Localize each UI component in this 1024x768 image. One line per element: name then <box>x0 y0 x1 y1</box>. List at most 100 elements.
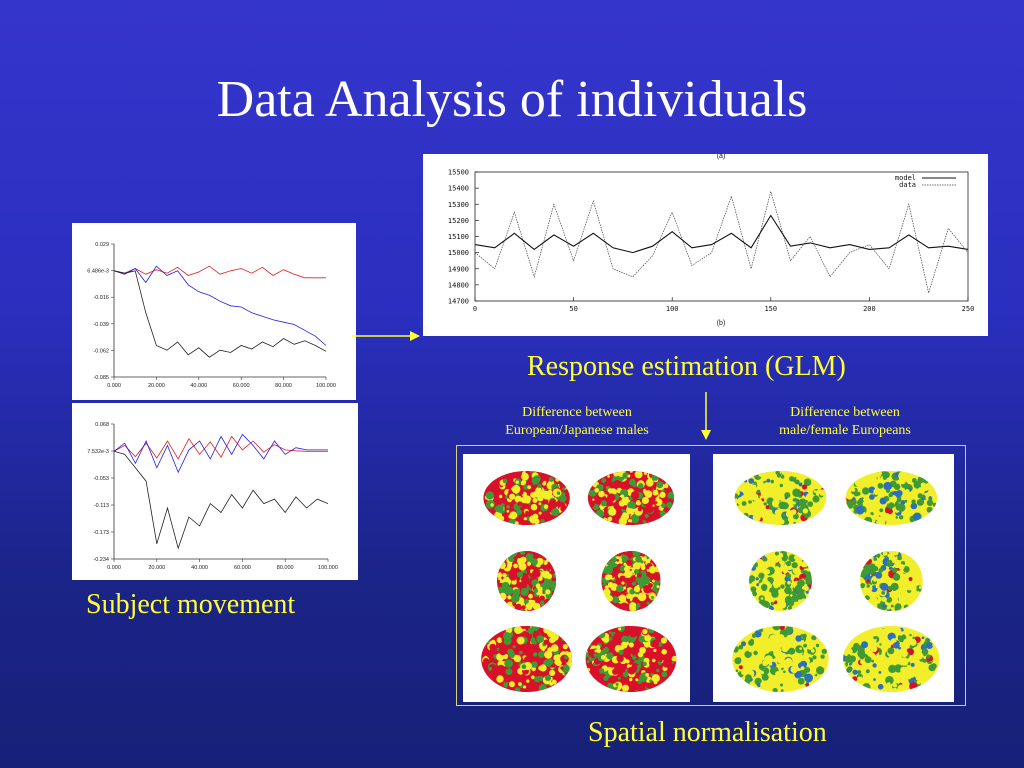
brain-blob <box>517 517 524 524</box>
brain-blob <box>498 494 503 499</box>
y-tick-label: 15100 <box>448 233 469 241</box>
brain-blob <box>536 635 544 643</box>
brain-blob <box>600 655 606 660</box>
brain-blob <box>602 482 609 488</box>
brain-blob <box>761 673 769 681</box>
brain-blob <box>604 569 608 572</box>
brain-blob <box>530 558 538 566</box>
brain-blob <box>626 522 632 525</box>
brain-blob <box>760 597 764 600</box>
x-tick-label: 80.000 <box>275 383 292 389</box>
y-tick-label: 14900 <box>448 265 469 273</box>
brain-blob <box>878 492 883 497</box>
brain-blob <box>547 568 550 571</box>
brain-blob <box>928 496 932 499</box>
brain-blob <box>513 654 522 663</box>
brain-blob <box>801 484 808 490</box>
brain-blob <box>547 629 556 638</box>
brain-blob <box>921 636 925 640</box>
brain-blob <box>772 588 779 595</box>
x-tick-label: 0.000 <box>107 383 121 389</box>
brain-blob <box>651 473 659 481</box>
y-tick-label: 15300 <box>448 201 469 209</box>
brain-blob <box>787 580 791 585</box>
brain-blob <box>551 679 557 685</box>
diff-right-line-2: male/female Europeans <box>779 423 911 438</box>
brain-blob <box>765 505 770 510</box>
brain-blob <box>781 644 789 653</box>
brain-blob <box>818 501 824 506</box>
brain-blob <box>909 633 912 637</box>
brain-blob <box>546 658 554 666</box>
brain-blob <box>630 491 640 500</box>
brain-blob <box>866 584 870 588</box>
brain-blob <box>816 666 825 675</box>
brain-blob <box>772 579 781 588</box>
brain-blob <box>632 551 641 557</box>
brain-blob <box>514 626 523 635</box>
x-tick-label: 20.000 <box>148 565 165 571</box>
brain-blob <box>498 561 506 569</box>
brain-blob <box>503 681 510 688</box>
brain-blob <box>878 671 882 674</box>
brain-blob <box>544 674 552 681</box>
brain-blob <box>614 509 623 517</box>
brain-blob <box>917 654 923 660</box>
brain-blob <box>767 638 775 647</box>
brain-blob <box>901 492 908 499</box>
brain-blob <box>923 499 928 504</box>
brain-blob <box>912 586 917 591</box>
brain-blob <box>663 506 669 512</box>
brain-blob <box>496 637 503 644</box>
brain-blob <box>893 595 897 600</box>
brain-blob <box>536 557 544 566</box>
y-tick-label: 15000 <box>448 249 469 257</box>
brain-blob <box>521 480 527 485</box>
brain-blob <box>656 668 660 673</box>
brain-blob <box>592 498 595 501</box>
brain-blob <box>785 626 793 635</box>
series-line-0 <box>113 265 326 279</box>
brain-blob <box>620 641 628 649</box>
brain-blob <box>862 501 867 506</box>
brain-blob <box>654 498 663 506</box>
brain-blob <box>806 634 812 640</box>
brain-blob <box>521 522 527 525</box>
brain-blob <box>916 498 924 506</box>
brain-blob <box>864 516 873 525</box>
brain-blob <box>749 638 754 643</box>
y-tick-label: 15500 <box>448 169 469 177</box>
brain-blob <box>752 591 757 597</box>
brain-blob <box>883 481 892 491</box>
brain-blob <box>562 644 568 650</box>
brain-blob <box>596 648 601 654</box>
brain-blob <box>770 589 775 594</box>
brain-blob <box>793 555 798 560</box>
brain-blob <box>521 630 528 637</box>
brain-blob <box>611 596 620 604</box>
brain-blob <box>738 665 743 670</box>
brain-blob <box>797 677 805 685</box>
brain-blob <box>912 636 916 640</box>
brain-blob <box>508 651 516 659</box>
brain-blob <box>895 589 901 595</box>
brain-blob <box>533 588 539 594</box>
brain-blob <box>564 673 567 677</box>
brain-blob <box>916 679 922 685</box>
y-tick-label: 15200 <box>448 217 469 225</box>
brain-blob <box>775 654 779 657</box>
brain-blob <box>788 518 791 522</box>
brain-blob <box>910 502 918 510</box>
brain-blob <box>908 577 913 581</box>
brain-blob <box>602 579 607 584</box>
brain-blob <box>504 586 514 595</box>
brain-blob <box>756 583 760 587</box>
y-tick-label: 0.068 <box>95 422 109 428</box>
brain-blob <box>505 472 511 477</box>
brain-blob <box>781 478 788 485</box>
brain-blob <box>886 596 893 603</box>
diff-left-line-2: European/Japanese males <box>505 423 649 438</box>
brain-blob <box>627 501 634 509</box>
series-line-2 <box>113 450 329 550</box>
brain-blob <box>513 556 517 560</box>
